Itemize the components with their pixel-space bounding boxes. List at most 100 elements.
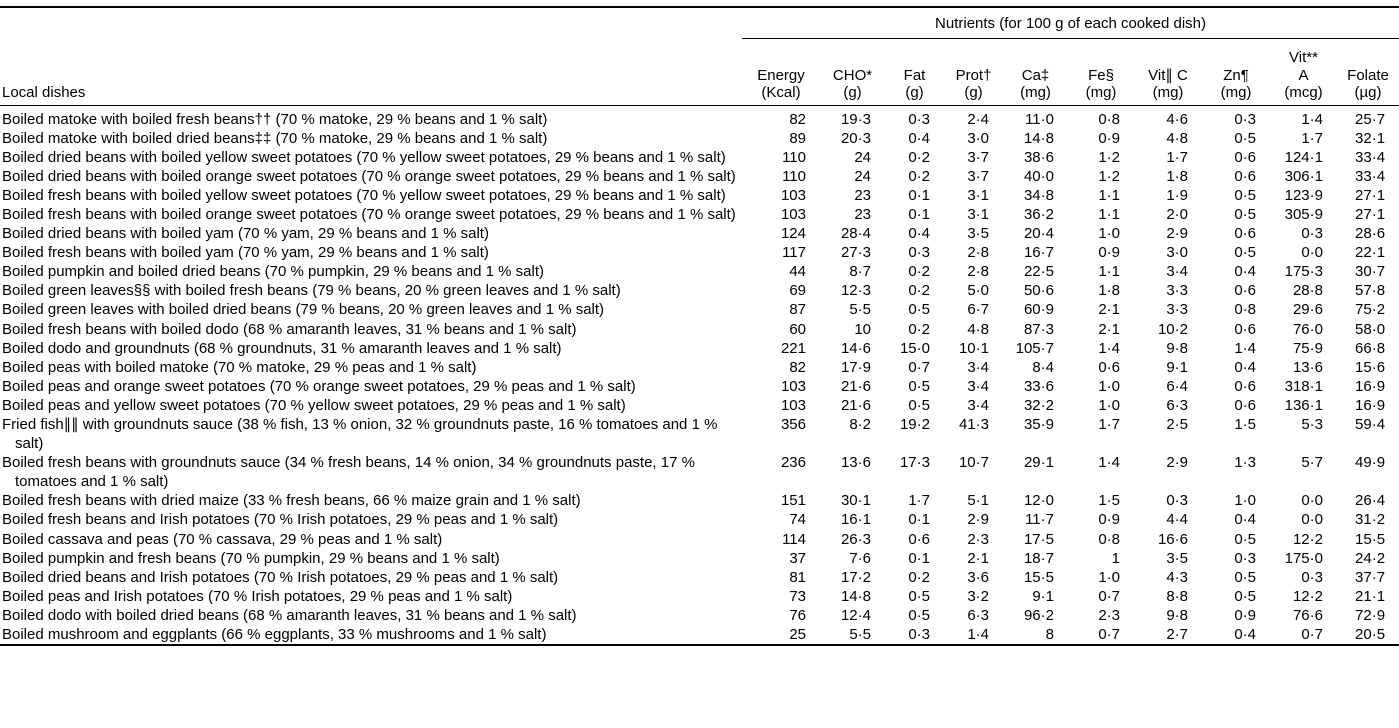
- nutrient-value: 1·1: [1098, 263, 1120, 281]
- table-row: Boiled cassava and peas (70 % cassava, 2…: [0, 530, 1399, 549]
- nutrient-value: 15·5: [1023, 568, 1054, 586]
- nutrient-value: 0·0: [1301, 511, 1323, 529]
- nutrient-value: 87·3: [1023, 320, 1054, 338]
- nutrient-value: 29·1: [1023, 454, 1054, 472]
- nutrient-value: 1: [1111, 549, 1120, 567]
- nutrient-value: 3·3: [1166, 282, 1188, 300]
- table-row: Boiled peas and yellow sweet potatoes (7…: [0, 396, 1399, 415]
- nutrient-value: 3·1: [967, 205, 989, 223]
- nutrient-value: 57·8: [1355, 282, 1386, 300]
- table-row: Boiled pumpkin and boiled dried beans (7…: [0, 262, 1399, 281]
- nutrient-value: 0·2: [908, 167, 930, 185]
- nutrient-value: 21·6: [840, 377, 871, 395]
- nutrient-value: 356: [780, 416, 806, 433]
- nutrient-value: 41·3: [958, 416, 989, 433]
- nutrient-value: 103: [780, 205, 806, 223]
- nutrient-value: 26·3: [840, 530, 871, 548]
- nutrient-value: 0·1: [908, 549, 930, 567]
- nutrient-value: 0·5: [1234, 129, 1256, 147]
- nutrient-value: 96·2: [1023, 606, 1054, 624]
- nutrient-value: 306·1: [1284, 167, 1323, 185]
- nutrient-value: 0·5: [908, 587, 930, 605]
- nutrient-value: 25·7: [1355, 110, 1386, 128]
- nutrient-value: 175·0: [1284, 549, 1323, 567]
- nutrient-value: 12·3: [840, 282, 871, 300]
- nutrient-value: 21·1: [1355, 587, 1386, 605]
- nutrient-value: 25: [789, 626, 806, 644]
- nutrient-value: 0·5: [908, 606, 930, 624]
- nutrient-value: 76: [789, 606, 806, 624]
- nutrient-value: 103: [780, 377, 806, 395]
- col-header-local-dishes: Local dishes: [0, 38, 742, 106]
- col-header-zn: Zn¶ (mg): [1202, 38, 1270, 106]
- nutrient-value: 103: [780, 396, 806, 414]
- nutrient-value: 124: [780, 225, 806, 243]
- dish-name: Boiled fresh beans with boiled yam (70 %…: [2, 244, 489, 262]
- dish-name: Boiled fresh beans and Irish potatoes (7…: [2, 511, 559, 529]
- nutrient-value: 31·2: [1355, 511, 1386, 529]
- nutrient-value: 2·9: [967, 511, 989, 529]
- nutrient-value: 0·9: [1234, 606, 1256, 624]
- nutrient-value: 0·9: [1098, 244, 1120, 262]
- nutrient-value: 17·9: [840, 358, 871, 376]
- nutrient-value: 3·0: [967, 129, 989, 147]
- nutrient-value: 1·1: [1098, 186, 1120, 204]
- nutrient-value: 87: [789, 301, 806, 319]
- table-row: Boiled matoke with boiled dried beans‡‡ …: [0, 129, 1399, 148]
- nutrient-value: 0·6: [1234, 377, 1256, 395]
- nutrient-value: 14·6: [840, 339, 871, 357]
- nutrient-value: 151: [780, 492, 806, 510]
- nutrient-value: 69: [789, 282, 806, 300]
- nutrient-value: 136·1: [1284, 396, 1323, 414]
- nutrient-value: 0·6: [1234, 148, 1256, 166]
- nutrient-value: 0·4: [908, 225, 930, 243]
- nutrient-value: 12·4: [840, 606, 871, 624]
- nutrient-value: 13·6: [840, 454, 871, 472]
- table-row: Boiled green leaves with boiled dried be…: [0, 300, 1399, 319]
- nutrient-value: 3·4: [967, 377, 989, 395]
- nutrient-value: 18·7: [1023, 549, 1054, 567]
- nutrient-value: 0·8: [1098, 530, 1120, 548]
- table-row: Boiled pumpkin and fresh beans (70 % pum…: [0, 549, 1399, 568]
- table-row: Boiled dried beans with boiled yellow sw…: [0, 148, 1399, 167]
- nutrient-value: 13·6: [1292, 358, 1323, 376]
- nutrient-value: 110: [782, 148, 806, 166]
- nutrient-value: 2·1: [1098, 320, 1120, 338]
- nutrient-value: 0·7: [1098, 587, 1120, 605]
- table-header: Nutrients (for 100 g of each cooked dish…: [0, 7, 1399, 106]
- nutrient-value: 1·8: [1098, 282, 1120, 300]
- nutrient-value: 16·6: [1157, 530, 1188, 548]
- nutrient-value: 8·7: [849, 263, 871, 281]
- nutrient-value: 28·8: [1292, 282, 1323, 300]
- table-row: Boiled dried beans and Irish potatoes (7…: [0, 568, 1399, 587]
- nutrient-value: 76·6: [1292, 606, 1323, 624]
- table-body: Boiled matoke with boiled fresh beans†† …: [0, 105, 1399, 645]
- dish-name: Boiled fresh beans with groundnuts sauce…: [2, 454, 695, 491]
- table-row: Boiled dried beans with boiled orange sw…: [0, 167, 1399, 186]
- table-row: Boiled matoke with boiled fresh beans†† …: [0, 105, 1399, 129]
- nutrient-value: 1·5: [1098, 492, 1120, 510]
- table-row: Boiled mushroom and eggplants (66 % eggp…: [0, 625, 1399, 645]
- nutrient-value: 66·8: [1355, 339, 1386, 357]
- dish-name: Boiled peas and orange sweet potatoes (7…: [2, 377, 636, 395]
- nutrient-value: 8: [1045, 626, 1054, 644]
- nutrient-value: 124·1: [1284, 148, 1323, 166]
- dish-name: Boiled fresh beans with dried maize (33 …: [2, 492, 581, 510]
- nutrient-value: 0·6: [1234, 396, 1256, 414]
- nutrient-value: 3·4: [967, 358, 989, 376]
- nutrient-value: 2·1: [1098, 301, 1120, 319]
- spanner-heading: Nutrients (for 100 g of each cooked dish…: [742, 7, 1399, 39]
- nutrient-value: 15·0: [899, 339, 930, 357]
- nutrient-value: 0·2: [908, 148, 930, 166]
- nutrient-value: 27·1: [1355, 205, 1386, 223]
- nutrient-value: 117: [782, 244, 806, 262]
- nutrient-value: 30·7: [1355, 263, 1386, 281]
- nutrient-value: 30·1: [840, 492, 871, 510]
- nutrient-value: 1·2: [1098, 167, 1120, 185]
- nutrient-value: 37·7: [1355, 568, 1386, 586]
- nutrient-value: 0·3: [1301, 568, 1323, 586]
- nutrient-value: 28·6: [1355, 225, 1386, 243]
- nutrient-value: 2·3: [967, 530, 989, 548]
- nutrient-value: 0·9: [1098, 511, 1120, 529]
- nutrient-value: 0·5: [1234, 568, 1256, 586]
